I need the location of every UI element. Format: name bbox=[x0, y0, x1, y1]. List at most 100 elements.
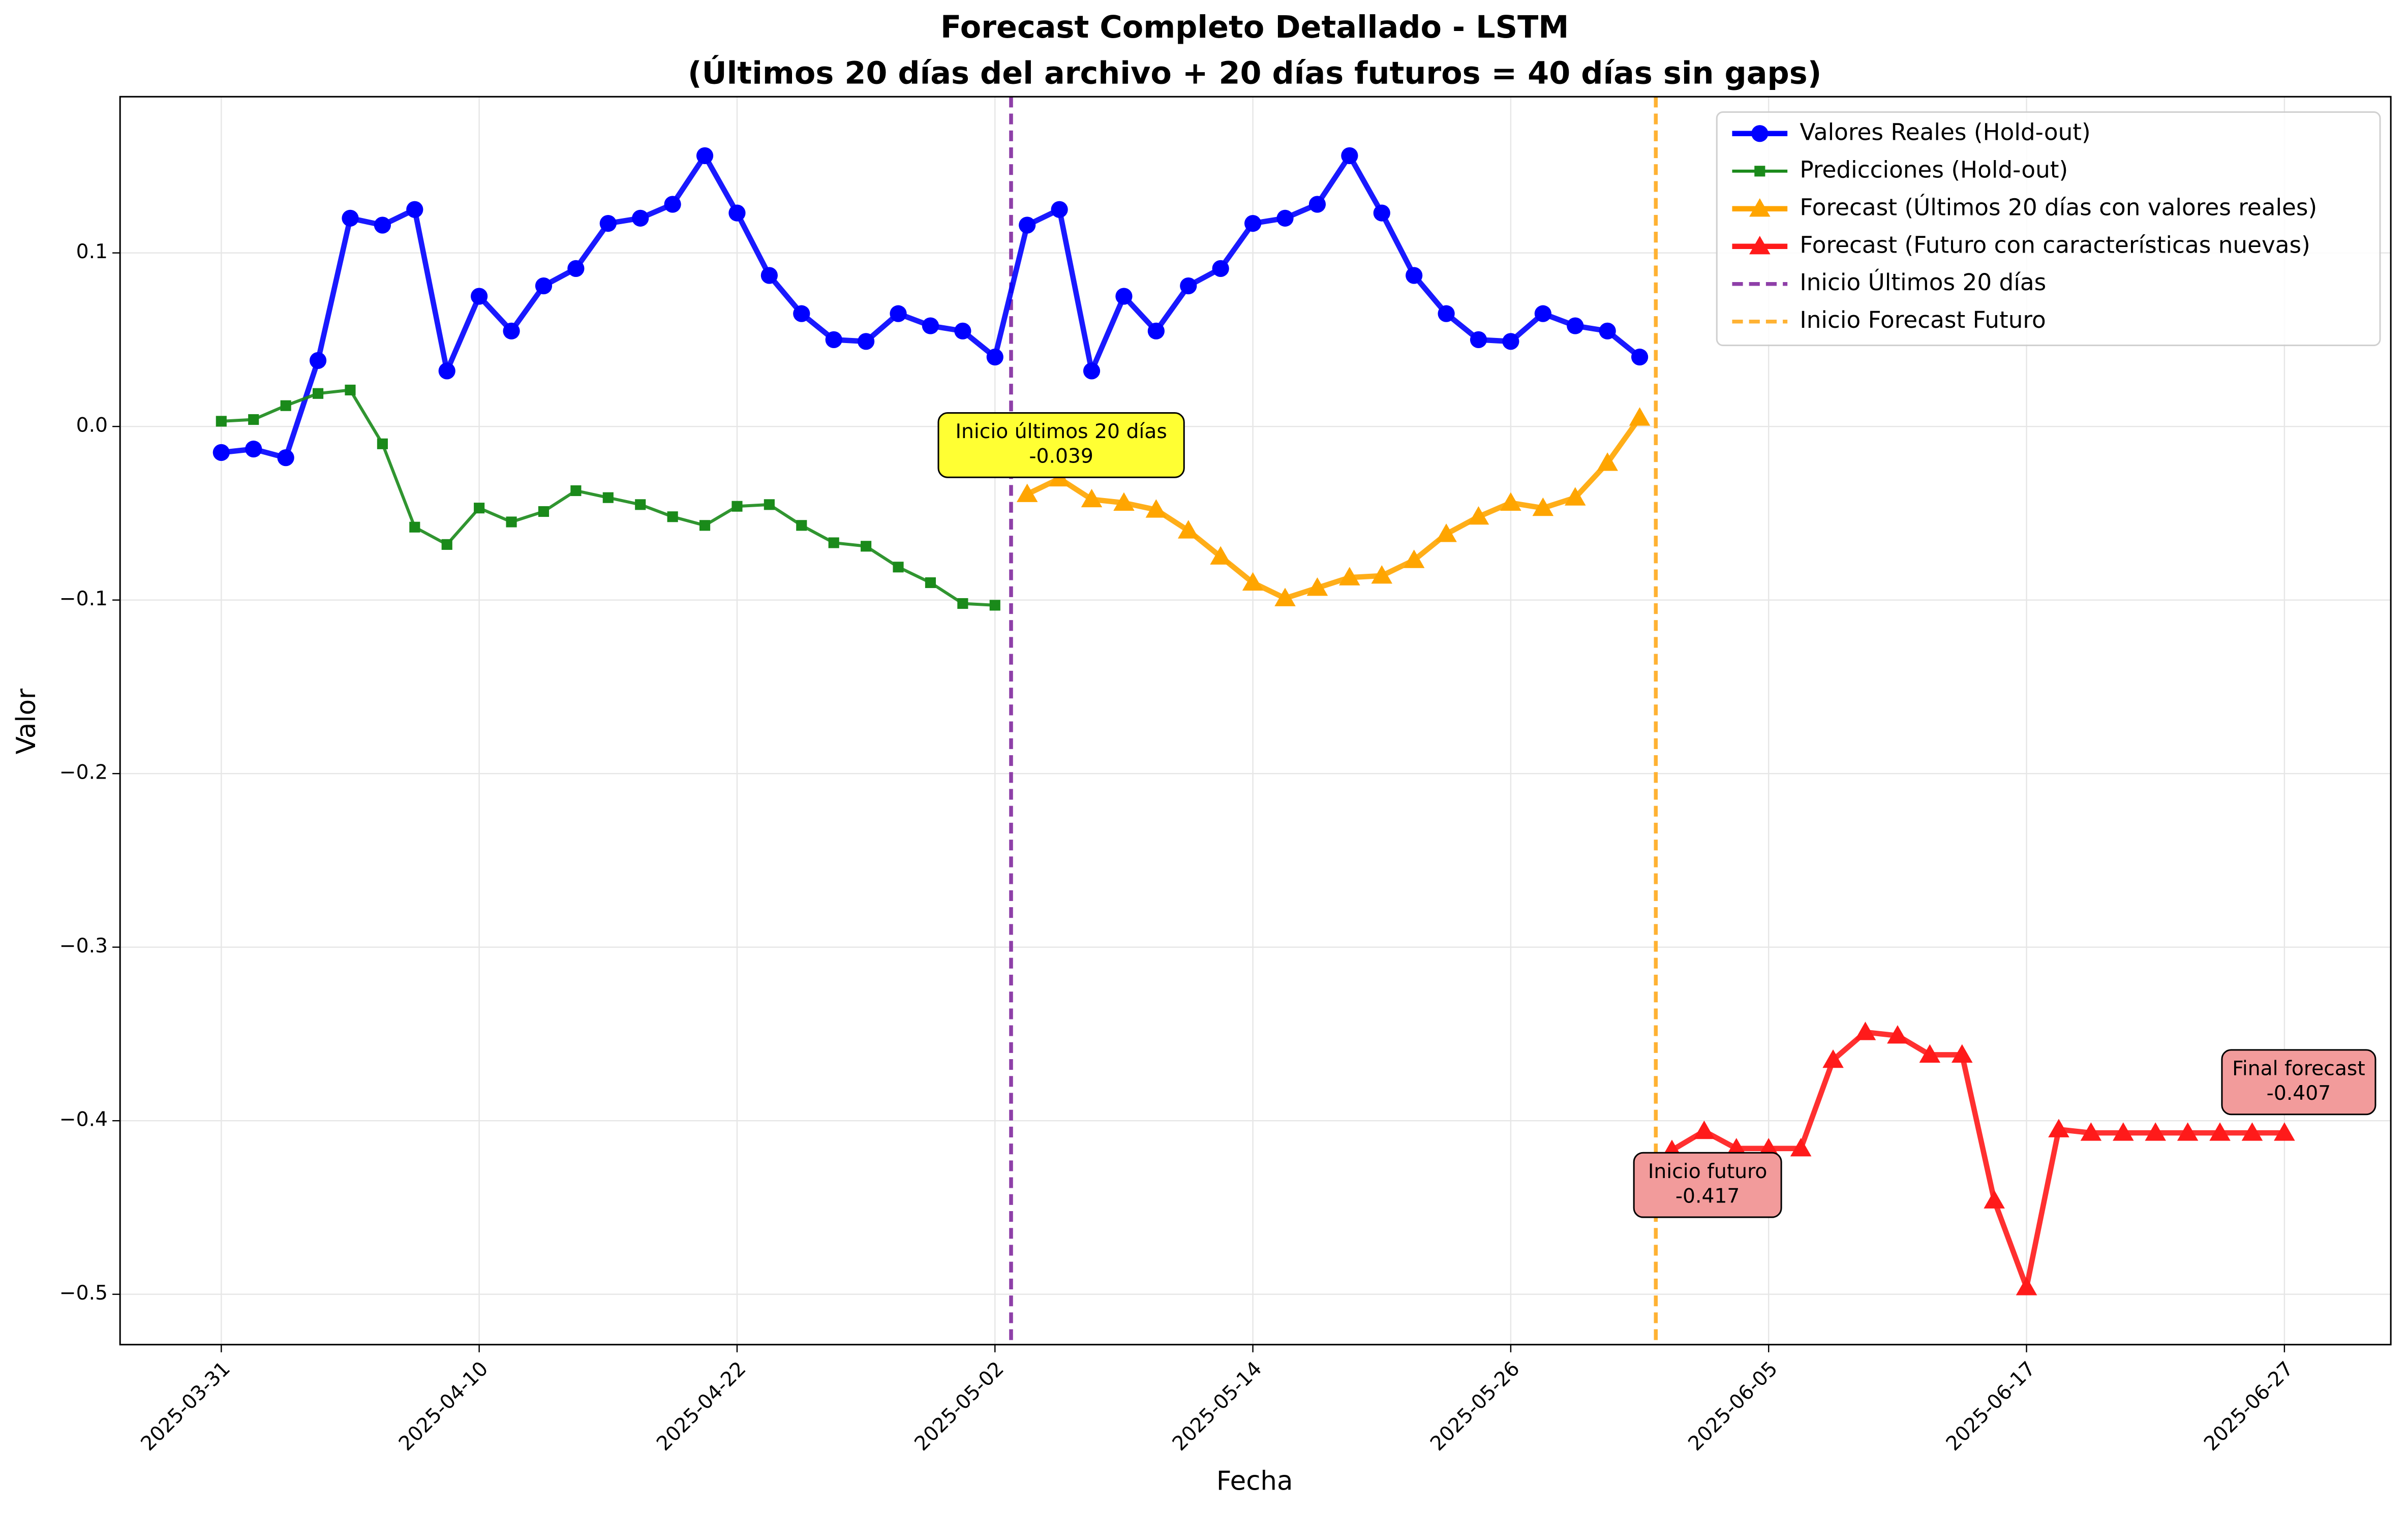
data-point bbox=[245, 440, 262, 458]
data-point bbox=[1371, 565, 1393, 584]
data-point bbox=[1438, 305, 1455, 322]
data-point bbox=[986, 348, 1003, 366]
data-point bbox=[599, 214, 617, 232]
plot-frame bbox=[119, 96, 2392, 1346]
data-point bbox=[471, 288, 488, 305]
data-point bbox=[2274, 1122, 2295, 1141]
data-point bbox=[632, 209, 649, 227]
legend-marker bbox=[1754, 166, 1765, 177]
annotation-value: -0.417 bbox=[1675, 1185, 1740, 1208]
data-point bbox=[1567, 317, 1584, 334]
data-point bbox=[309, 352, 327, 369]
data-point bbox=[377, 438, 388, 449]
data-point bbox=[2048, 1119, 2069, 1137]
data-point bbox=[1113, 492, 1135, 511]
data-point bbox=[858, 333, 875, 350]
data-point bbox=[248, 414, 259, 425]
data-point bbox=[1016, 483, 1038, 502]
data-point bbox=[890, 305, 907, 322]
data-point bbox=[696, 147, 714, 165]
data-point bbox=[1019, 217, 1036, 234]
data-point bbox=[1887, 1025, 1908, 1044]
data-point bbox=[2177, 1122, 2199, 1141]
data-point bbox=[922, 317, 939, 334]
data-point bbox=[216, 416, 227, 427]
data-point bbox=[1436, 523, 1457, 542]
data-point bbox=[731, 501, 743, 512]
data-point bbox=[1341, 147, 1358, 165]
y-tick-label: −0.5 bbox=[59, 1282, 108, 1305]
data-point bbox=[667, 511, 678, 522]
data-point bbox=[1403, 549, 1425, 568]
data-point bbox=[570, 485, 582, 497]
data-point bbox=[406, 201, 423, 218]
y-tick-label: 0.1 bbox=[76, 240, 108, 263]
annotation-value: -0.039 bbox=[1029, 445, 1093, 468]
data-point bbox=[1147, 322, 1165, 339]
legend-label: Forecast (Futuro con características nue… bbox=[1800, 231, 2310, 258]
data-point bbox=[1051, 201, 1068, 218]
data-point bbox=[602, 492, 614, 503]
data-point bbox=[2241, 1122, 2263, 1141]
data-point bbox=[1083, 362, 1101, 380]
data-point bbox=[989, 600, 1000, 611]
data-point bbox=[1629, 407, 1651, 426]
data-point bbox=[1210, 546, 1231, 565]
data-point bbox=[438, 362, 455, 380]
data-point bbox=[893, 562, 904, 573]
data-point bbox=[1081, 488, 1103, 508]
annotation-box bbox=[937, 412, 1185, 478]
data-point bbox=[793, 305, 810, 322]
annotation-text: Final forecast bbox=[2232, 1058, 2365, 1080]
data-point bbox=[1406, 267, 1423, 284]
data-point bbox=[1854, 1022, 1876, 1040]
data-point bbox=[1276, 209, 1294, 227]
data-point bbox=[1693, 1120, 1715, 1139]
data-point bbox=[664, 196, 681, 213]
data-point bbox=[1212, 260, 1229, 277]
data-point bbox=[1822, 1049, 1844, 1068]
data-point bbox=[1790, 1138, 1812, 1157]
data-point bbox=[1373, 204, 1390, 222]
y-axis-label: Valor bbox=[11, 688, 42, 754]
data-point bbox=[1468, 506, 1489, 525]
data-point bbox=[925, 577, 936, 589]
legend-marker bbox=[1751, 125, 1769, 142]
legend-label: Predicciones (Hold-out) bbox=[1800, 156, 2068, 183]
data-point bbox=[1242, 572, 1264, 591]
data-point bbox=[1597, 452, 1618, 471]
data-point bbox=[441, 539, 452, 550]
data-point bbox=[764, 499, 775, 510]
data-point bbox=[1951, 1044, 1973, 1063]
legend-marker bbox=[1749, 198, 1771, 217]
data-point bbox=[1564, 487, 1586, 506]
y-tick-label: −0.4 bbox=[59, 1108, 108, 1131]
data-point bbox=[1339, 567, 1360, 585]
data-point bbox=[474, 503, 485, 514]
data-point bbox=[506, 516, 517, 528]
data-point bbox=[828, 537, 839, 548]
annotation-box bbox=[1633, 1152, 1782, 1218]
data-point bbox=[1274, 588, 1296, 606]
chart-subtitle: (Últimos 20 días del archivo + 20 días f… bbox=[688, 55, 1821, 91]
y-tick-label: 0.0 bbox=[76, 414, 108, 437]
data-point bbox=[280, 400, 291, 411]
y-tick-label: −0.3 bbox=[59, 935, 108, 957]
y-tick-label: −0.2 bbox=[59, 761, 108, 784]
data-point bbox=[277, 449, 294, 467]
data-point bbox=[212, 444, 230, 461]
data-point bbox=[535, 277, 553, 295]
data-point bbox=[796, 520, 807, 531]
legend-label: Forecast (Últimos 20 días con valores re… bbox=[1800, 193, 2317, 221]
annotation-box bbox=[2221, 1049, 2376, 1116]
data-point bbox=[1919, 1044, 1941, 1063]
annotation-text: Inicio futuro bbox=[1648, 1160, 1767, 1183]
data-point bbox=[1984, 1190, 2005, 1209]
legend-label: Inicio Forecast Futuro bbox=[1800, 306, 2046, 333]
data-point bbox=[728, 204, 746, 222]
chart-title: Forecast Completo Detallado - LSTM bbox=[940, 10, 1569, 45]
data-point bbox=[538, 506, 550, 517]
data-point bbox=[1500, 492, 1521, 511]
x-axis-label: Fecha bbox=[1216, 1466, 1293, 1497]
